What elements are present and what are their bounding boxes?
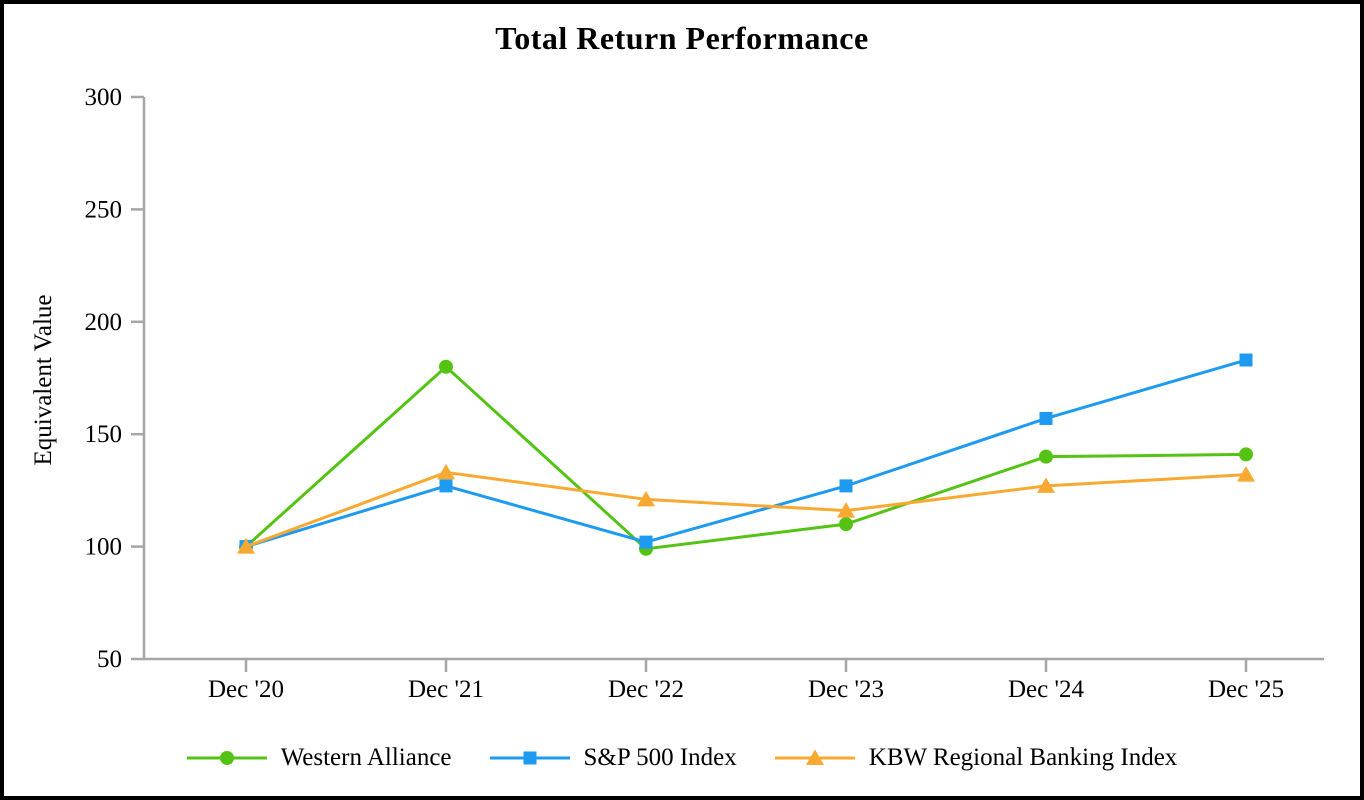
chart-canvas: 300 250 200 150 100 50 Dec '20 Dec '21 Dec '22 De… — [85, 84, 1324, 703]
chart-title: Total Return Performance — [495, 20, 869, 56]
x-tick-label: Dec '23 — [808, 676, 884, 703]
series-circle — [239, 359, 1253, 556]
legend-item-western-alliance: Western Alliance — [186, 744, 452, 772]
series-triangle — [237, 463, 1255, 554]
series-square — [239, 353, 1253, 554]
legend-label-kbw: KBW Regional Banking Index — [868, 744, 1178, 771]
y-tick-label: 50 — [97, 646, 122, 673]
chart-legend: Western Alliance S&P 500 Index KBW Regio… — [4, 744, 1360, 772]
x-tick-label: Dec '25 — [1208, 676, 1284, 703]
y-tick-label: 300 — [85, 84, 123, 111]
x-tick-label: Dec '24 — [1008, 676, 1085, 703]
y-tick-label: 100 — [85, 534, 123, 561]
legend-item-sp500: S&P 500 Index — [489, 744, 737, 772]
y-tick-label: 150 — [85, 421, 123, 448]
legend-label-sp500: S&P 500 Index — [583, 744, 737, 771]
legend-label-western-alliance: Western Alliance — [280, 744, 452, 771]
y-tick-label: 200 — [85, 309, 123, 336]
x-tick-label: Dec '22 — [608, 676, 684, 703]
x-tick-label: Dec '20 — [208, 676, 284, 703]
sp500-line-marker-swatch — [489, 746, 570, 770]
x-tick-label: Dec '21 — [408, 676, 484, 703]
kbw-line-marker-swatch — [774, 746, 855, 770]
western-alliance-line-marker-swatch — [186, 746, 267, 770]
y-tick-label: 250 — [85, 196, 123, 223]
legend-item-kbw: KBW Regional Banking Index — [774, 744, 1178, 772]
